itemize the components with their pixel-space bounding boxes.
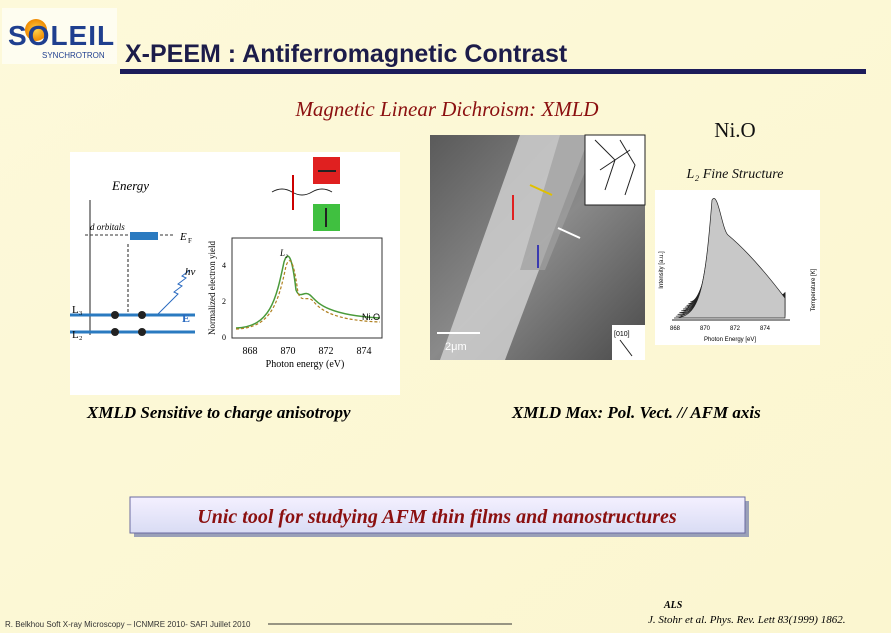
x-tick-label: 868 [670, 326, 681, 332]
caption: XMLD Max: Pol. Vect. // AFM axis [511, 403, 761, 422]
hv-label: hν [185, 266, 196, 278]
spectrum-curve [235, 255, 381, 329]
highlight-text: Unic tool for studying AFM thin films an… [197, 506, 677, 528]
peak-label: L₂ [279, 248, 288, 258]
logo-bg [2, 8, 117, 64]
title-rule [120, 69, 866, 74]
footer-text: R. Belkhou Soft X-ray Microscopy – ICNMR… [5, 620, 251, 629]
x-tick-label: 872 [730, 326, 741, 332]
y-axis-label: Intensity [a.u.] [659, 251, 665, 289]
logo-name: SOLEIL [8, 20, 115, 51]
material: Ni.O [714, 118, 755, 142]
inset [584, 134, 646, 206]
logo-sun [25, 19, 47, 41]
right-figure: Intensity [a.u.] Photon Energy [eV] 868 8… [655, 190, 820, 345]
domain [520, 135, 600, 270]
y-axis-label: Normalized electron yield [207, 241, 217, 335]
photon [157, 269, 191, 315]
y-tick-label: 4 [222, 261, 226, 270]
e-vector-label: E [182, 311, 190, 325]
highlight-box [129, 496, 746, 534]
slide-title: X-PEEM : Antiferromagnetic Contrast [125, 40, 568, 68]
fine-structure-label: L₂ Fine Structure [686, 167, 784, 182]
footer-reference: J. Stohr et al. Phys. Rev. Lett 83(1999)… [648, 614, 845, 626]
arrow [529, 184, 553, 196]
orbitals-label: d orbitals [90, 222, 125, 232]
l2-label: L₂ [72, 329, 83, 341]
x-tick-label: 874 [357, 346, 372, 357]
electron [111, 311, 119, 319]
x-tick-label: 870 [700, 326, 711, 332]
figure-bg [70, 152, 400, 395]
y-tick-label: 2 [222, 297, 226, 306]
left-figure: Energy d orbitals E F hν E L₃ L₂ Normali… [70, 152, 400, 395]
spectrum-curve [673, 198, 786, 319]
ef-sub: F [188, 237, 192, 245]
y-tick-label: 0 [222, 333, 226, 342]
axis-label: [010] [614, 331, 630, 338]
x-axis-label: Photon energy (eV) [266, 359, 345, 370]
energy-label: Energy [111, 178, 149, 193]
l3-label: L₃ [72, 304, 83, 316]
x-tick-label: 872 [319, 346, 334, 357]
spectrum-curve [235, 260, 381, 330]
subtitle: Magnetic Linear Dichroism: XMLD [294, 97, 598, 121]
footer-lab: ALS [663, 600, 683, 611]
caption: XMLD Sensitive to charge anisotropy [86, 403, 351, 422]
scale-label: 2μm [445, 341, 467, 353]
axis-arrow [619, 339, 633, 357]
x-tick-label: 868 [243, 346, 258, 357]
electron [138, 328, 146, 336]
x-tick-label: 870 [281, 346, 296, 357]
plot-frame [231, 237, 383, 339]
d-band [130, 232, 158, 240]
arrow [557, 227, 581, 239]
electron [138, 311, 146, 319]
logo-sub: SYNCHROTRON [42, 51, 105, 60]
ef-label: E [179, 231, 187, 243]
center-figure: 2μm [010] [430, 134, 646, 360]
legend-title: Temperature [K] [811, 268, 817, 311]
axis-inset [612, 325, 645, 360]
inset-lines [594, 139, 636, 196]
x-axis-label: Photon Energy [eV] [704, 337, 756, 343]
beam-wave [271, 188, 333, 196]
x-tick-label: 874 [760, 326, 771, 332]
electron [111, 328, 119, 336]
sample-label: Ni.O [362, 312, 380, 322]
